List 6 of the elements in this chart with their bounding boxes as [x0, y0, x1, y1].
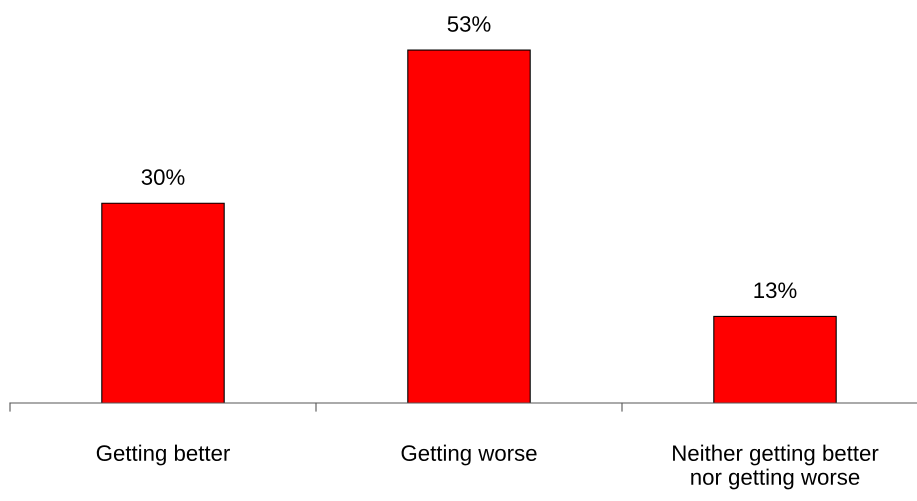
data-label: 13% — [754, 282, 796, 298]
data-label: 53% — [448, 16, 490, 32]
x-tick-label: Getting better — [96, 444, 230, 466]
x-tick-label: Getting worse — [402, 444, 537, 466]
data-label: 30% — [142, 169, 184, 185]
x-tick-label: Neither getting better nor getting worse — [673, 444, 878, 490]
